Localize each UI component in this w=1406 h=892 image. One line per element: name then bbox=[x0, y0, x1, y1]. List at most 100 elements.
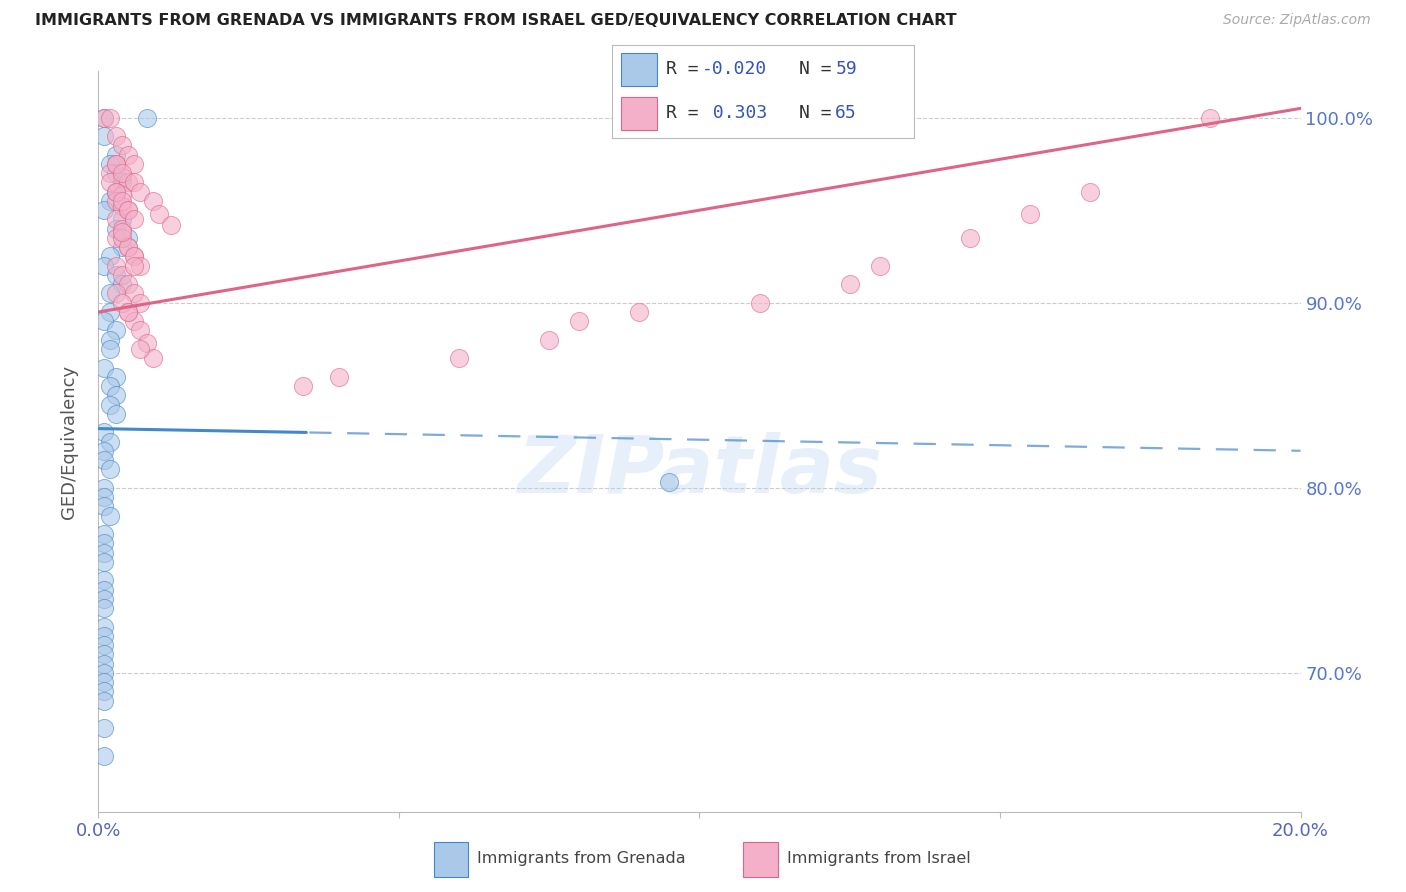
Point bbox=[93, 638, 115, 652]
Point bbox=[129, 295, 152, 310]
Point bbox=[93, 601, 115, 615]
Bar bbox=[620, 97, 657, 130]
Point bbox=[124, 249, 146, 263]
Point bbox=[93, 443, 115, 458]
Point bbox=[111, 188, 134, 202]
Point bbox=[100, 249, 122, 263]
Point bbox=[93, 591, 115, 606]
Point bbox=[93, 546, 115, 560]
Point bbox=[159, 218, 181, 232]
Point bbox=[111, 226, 134, 240]
Point bbox=[100, 508, 122, 523]
Bar bbox=[620, 53, 657, 86]
Point bbox=[328, 369, 350, 384]
Point bbox=[111, 199, 134, 213]
Point bbox=[93, 481, 115, 495]
Text: N =: N = bbox=[799, 61, 842, 78]
Point bbox=[838, 277, 860, 292]
Point bbox=[124, 175, 146, 190]
Point bbox=[93, 555, 115, 569]
Point bbox=[628, 305, 651, 319]
Point bbox=[111, 194, 134, 208]
Point bbox=[124, 259, 146, 273]
Bar bbox=[744, 842, 778, 877]
Point bbox=[105, 369, 128, 384]
Point bbox=[105, 407, 128, 421]
Text: ZIPatlas: ZIPatlas bbox=[517, 432, 882, 510]
Point bbox=[538, 333, 561, 347]
Point bbox=[93, 582, 115, 597]
Point bbox=[124, 249, 146, 263]
Point bbox=[105, 194, 128, 208]
Point bbox=[111, 169, 134, 184]
Point bbox=[141, 194, 163, 208]
Point bbox=[124, 157, 146, 171]
Point bbox=[93, 684, 115, 698]
Point bbox=[129, 323, 152, 337]
Point bbox=[93, 360, 115, 375]
Text: IMMIGRANTS FROM GRENADA VS IMMIGRANTS FROM ISRAEL GED/EQUIVALENCY CORRELATION CH: IMMIGRANTS FROM GRENADA VS IMMIGRANTS FR… bbox=[35, 13, 956, 29]
Point bbox=[105, 185, 128, 199]
Point bbox=[291, 379, 314, 393]
Point bbox=[93, 111, 115, 125]
Point bbox=[100, 194, 122, 208]
Text: 0.303: 0.303 bbox=[703, 104, 768, 122]
Point bbox=[117, 305, 139, 319]
Point bbox=[93, 490, 115, 504]
Point bbox=[93, 111, 115, 125]
Point bbox=[111, 166, 134, 180]
Point bbox=[105, 212, 128, 227]
Point bbox=[105, 231, 128, 245]
Point bbox=[105, 221, 128, 235]
Point bbox=[117, 231, 139, 245]
Text: Immigrants from Grenada: Immigrants from Grenada bbox=[478, 851, 686, 866]
Point bbox=[93, 314, 115, 328]
Point bbox=[124, 314, 146, 328]
Point bbox=[93, 536, 115, 550]
Point bbox=[100, 175, 122, 190]
Point bbox=[100, 434, 122, 449]
Point bbox=[100, 397, 122, 411]
Point bbox=[93, 500, 115, 514]
Point bbox=[100, 462, 122, 476]
Point bbox=[100, 166, 122, 180]
Point bbox=[105, 147, 128, 161]
Point bbox=[93, 453, 115, 467]
Point bbox=[105, 166, 128, 180]
Point bbox=[105, 185, 128, 199]
Point bbox=[124, 212, 146, 227]
Point bbox=[105, 157, 128, 171]
Point bbox=[100, 342, 122, 356]
Point bbox=[93, 203, 115, 218]
Point bbox=[105, 129, 128, 144]
Point bbox=[117, 240, 139, 254]
Point bbox=[135, 336, 157, 351]
Point bbox=[129, 342, 152, 356]
Text: Source: ZipAtlas.com: Source: ZipAtlas.com bbox=[1223, 13, 1371, 28]
Point bbox=[100, 379, 122, 393]
Point bbox=[105, 268, 128, 282]
Point bbox=[1078, 185, 1101, 199]
Bar bbox=[434, 842, 468, 877]
Point bbox=[117, 277, 139, 292]
Point bbox=[105, 259, 128, 273]
Point bbox=[93, 129, 115, 144]
Text: 65: 65 bbox=[835, 104, 858, 122]
Point bbox=[111, 268, 134, 282]
Point bbox=[93, 259, 115, 273]
Point bbox=[141, 351, 163, 366]
Point bbox=[93, 694, 115, 708]
Point bbox=[111, 277, 134, 292]
Point bbox=[447, 351, 470, 366]
Point bbox=[658, 475, 681, 490]
Point bbox=[100, 333, 122, 347]
Point bbox=[959, 231, 981, 245]
Point bbox=[105, 286, 128, 301]
Text: -0.020: -0.020 bbox=[703, 61, 768, 78]
Point bbox=[111, 295, 134, 310]
Point bbox=[100, 111, 122, 125]
Point bbox=[100, 305, 122, 319]
Point bbox=[117, 147, 139, 161]
Point bbox=[93, 657, 115, 671]
Point bbox=[869, 259, 891, 273]
